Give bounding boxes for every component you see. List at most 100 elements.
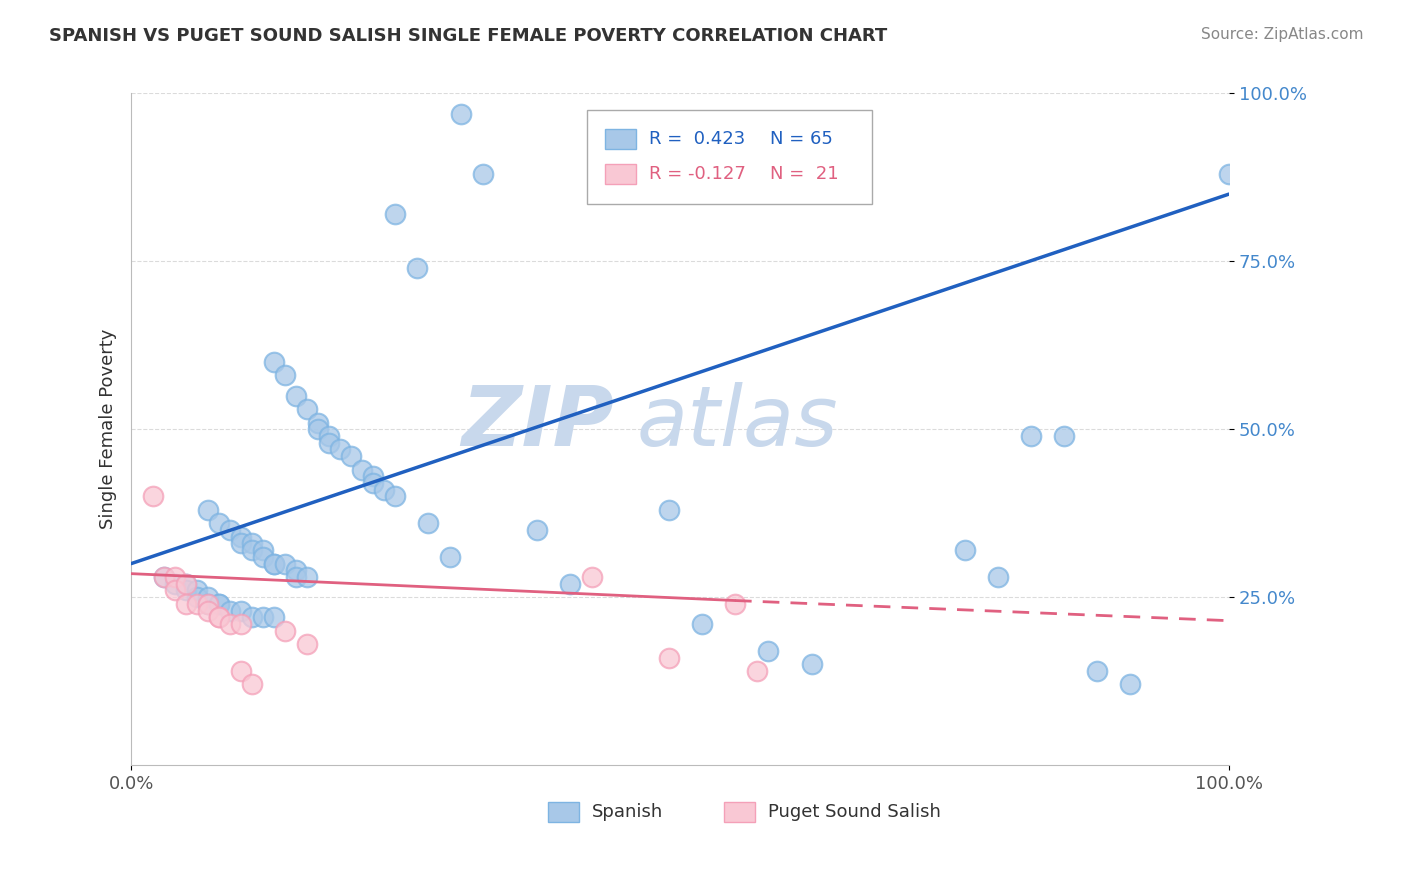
Point	[800, 657, 823, 672]
Point	[987, 570, 1010, 584]
Point	[405, 260, 427, 275]
Point	[263, 610, 285, 624]
Point	[142, 490, 165, 504]
Point	[174, 576, 197, 591]
Point	[450, 106, 472, 120]
Bar	[606, 129, 636, 149]
Point	[174, 583, 197, 598]
Point	[284, 563, 307, 577]
Point	[274, 557, 297, 571]
Point	[165, 583, 187, 598]
Point	[219, 617, 242, 632]
Point	[263, 355, 285, 369]
Point	[339, 449, 361, 463]
Point	[240, 610, 263, 624]
Point	[526, 523, 548, 537]
Text: N = 65: N = 65	[770, 130, 832, 148]
Point	[1021, 429, 1043, 443]
Point	[263, 557, 285, 571]
Point	[252, 543, 274, 558]
Point	[208, 597, 231, 611]
Point	[560, 576, 582, 591]
Point	[229, 617, 252, 632]
Point	[384, 207, 406, 221]
Point	[174, 576, 197, 591]
Point	[229, 530, 252, 544]
Text: R = -0.127: R = -0.127	[650, 165, 747, 183]
Point	[1053, 429, 1076, 443]
Bar	[724, 802, 755, 822]
Point	[153, 570, 176, 584]
Point	[197, 604, 219, 618]
Point	[1218, 167, 1240, 181]
Point	[373, 483, 395, 497]
Point	[197, 590, 219, 604]
Point	[439, 549, 461, 564]
Point	[219, 604, 242, 618]
Point	[165, 576, 187, 591]
Point	[581, 570, 603, 584]
Point	[658, 503, 681, 517]
Point	[1119, 677, 1142, 691]
Point	[197, 597, 219, 611]
Point	[274, 368, 297, 383]
Point	[229, 536, 252, 550]
Point	[186, 590, 208, 604]
Point	[350, 462, 373, 476]
Point	[724, 597, 747, 611]
Text: N =  21: N = 21	[770, 165, 839, 183]
Point	[153, 570, 176, 584]
Text: Puget Sound Salish: Puget Sound Salish	[768, 803, 941, 822]
Point	[756, 644, 779, 658]
Point	[240, 536, 263, 550]
Point	[208, 610, 231, 624]
Text: atlas: atlas	[636, 382, 838, 463]
Point	[307, 416, 329, 430]
Point	[240, 543, 263, 558]
Point	[229, 664, 252, 678]
Point	[197, 503, 219, 517]
Point	[263, 557, 285, 571]
Text: R =  0.423: R = 0.423	[650, 130, 745, 148]
Point	[471, 167, 494, 181]
Point	[329, 442, 352, 457]
Point	[284, 389, 307, 403]
Text: Spanish: Spanish	[592, 803, 664, 822]
Text: ZIP: ZIP	[461, 382, 614, 463]
Point	[229, 604, 252, 618]
Point	[1085, 664, 1108, 678]
Point	[240, 677, 263, 691]
Point	[295, 402, 318, 417]
Point	[318, 435, 340, 450]
Point	[274, 624, 297, 638]
Point	[186, 583, 208, 598]
Point	[384, 490, 406, 504]
Point	[208, 610, 231, 624]
Point	[658, 650, 681, 665]
Text: Source: ZipAtlas.com: Source: ZipAtlas.com	[1201, 27, 1364, 42]
Point	[745, 664, 768, 678]
Point	[197, 597, 219, 611]
Y-axis label: Single Female Poverty: Single Female Poverty	[100, 329, 117, 530]
Bar	[548, 802, 579, 822]
Point	[318, 429, 340, 443]
Point	[361, 469, 384, 483]
Text: SPANISH VS PUGET SOUND SALISH SINGLE FEMALE POVERTY CORRELATION CHART: SPANISH VS PUGET SOUND SALISH SINGLE FEM…	[49, 27, 887, 45]
Point	[955, 543, 977, 558]
Bar	[606, 164, 636, 184]
Point	[295, 570, 318, 584]
Point	[174, 597, 197, 611]
Point	[416, 516, 439, 531]
FancyBboxPatch shape	[586, 110, 872, 204]
Point	[219, 523, 242, 537]
Point	[165, 570, 187, 584]
Point	[307, 422, 329, 436]
Point	[295, 637, 318, 651]
Point	[208, 597, 231, 611]
Point	[690, 617, 713, 632]
Point	[361, 475, 384, 490]
Point	[252, 610, 274, 624]
Point	[252, 549, 274, 564]
Point	[208, 516, 231, 531]
Point	[284, 570, 307, 584]
